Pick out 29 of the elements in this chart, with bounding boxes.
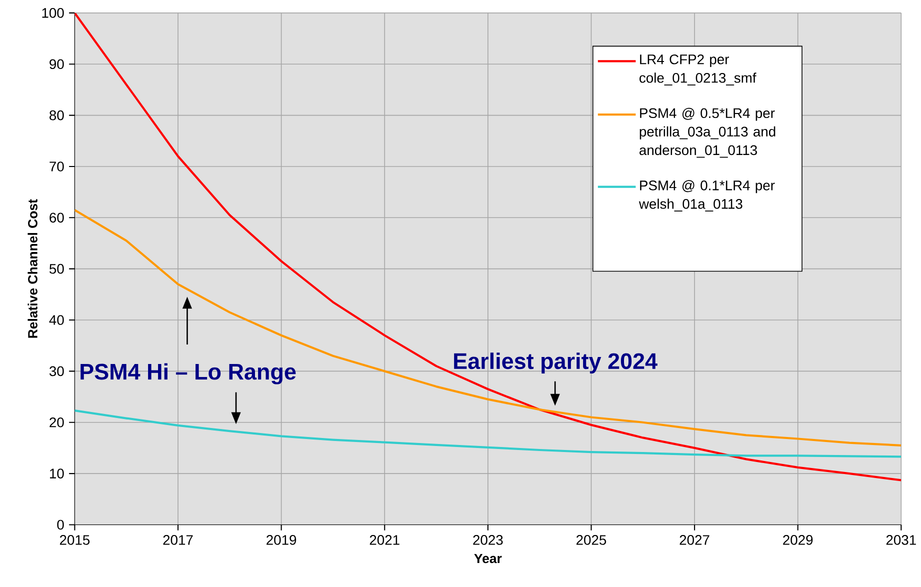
x-tick-label: 2023: [473, 534, 503, 545]
y-tick-label: 30: [49, 366, 64, 376]
x-tick-label: 2019: [266, 534, 296, 545]
annotation: PSM4 Hi – Lo Range: [80, 363, 296, 384]
y-tick-label: 20: [50, 417, 64, 428]
x-tick-label: 2031: [886, 534, 916, 545]
legend-label: PSM4 @ 0.1*LR4 per welsh_01a_0113: [638, 180, 775, 212]
y-tick-label: 90: [50, 58, 64, 69]
x-tick-label: 2027: [680, 534, 710, 545]
x-tick-label: 2029: [783, 534, 813, 545]
y-tick-label: 70: [50, 161, 64, 172]
line-series: [74, 409, 902, 458]
y-tick-label: 60: [50, 212, 64, 222]
y-tick-label: 10: [50, 468, 64, 478]
y-axis-title: Relative Channel Cost: [28, 198, 38, 338]
x-tick-label: 2015: [60, 534, 90, 545]
x-tick-label: 2017: [163, 534, 193, 545]
y-tick-label: 40: [49, 314, 64, 325]
annotation: Earliest parity 2024: [454, 352, 658, 374]
legend-label: LR4 CFP2 per cole_01_0213_smf: [640, 54, 756, 86]
x-tick-label: 2021: [370, 534, 400, 545]
x-axis-title: Year: [474, 554, 502, 563]
y-tick-label: 0: [57, 520, 64, 530]
x-tick-label: 2025: [576, 534, 606, 545]
y-tick-label: 80: [50, 110, 64, 120]
y-tick-label: 50: [50, 264, 64, 274]
legend-label: PSM4 @ 0.5*LR4 per petrilla_03a_0113 and anderson_01_0113: [640, 108, 776, 158]
y-tick-label: 100: [42, 8, 64, 18]
line-series: [74, 12, 902, 482]
